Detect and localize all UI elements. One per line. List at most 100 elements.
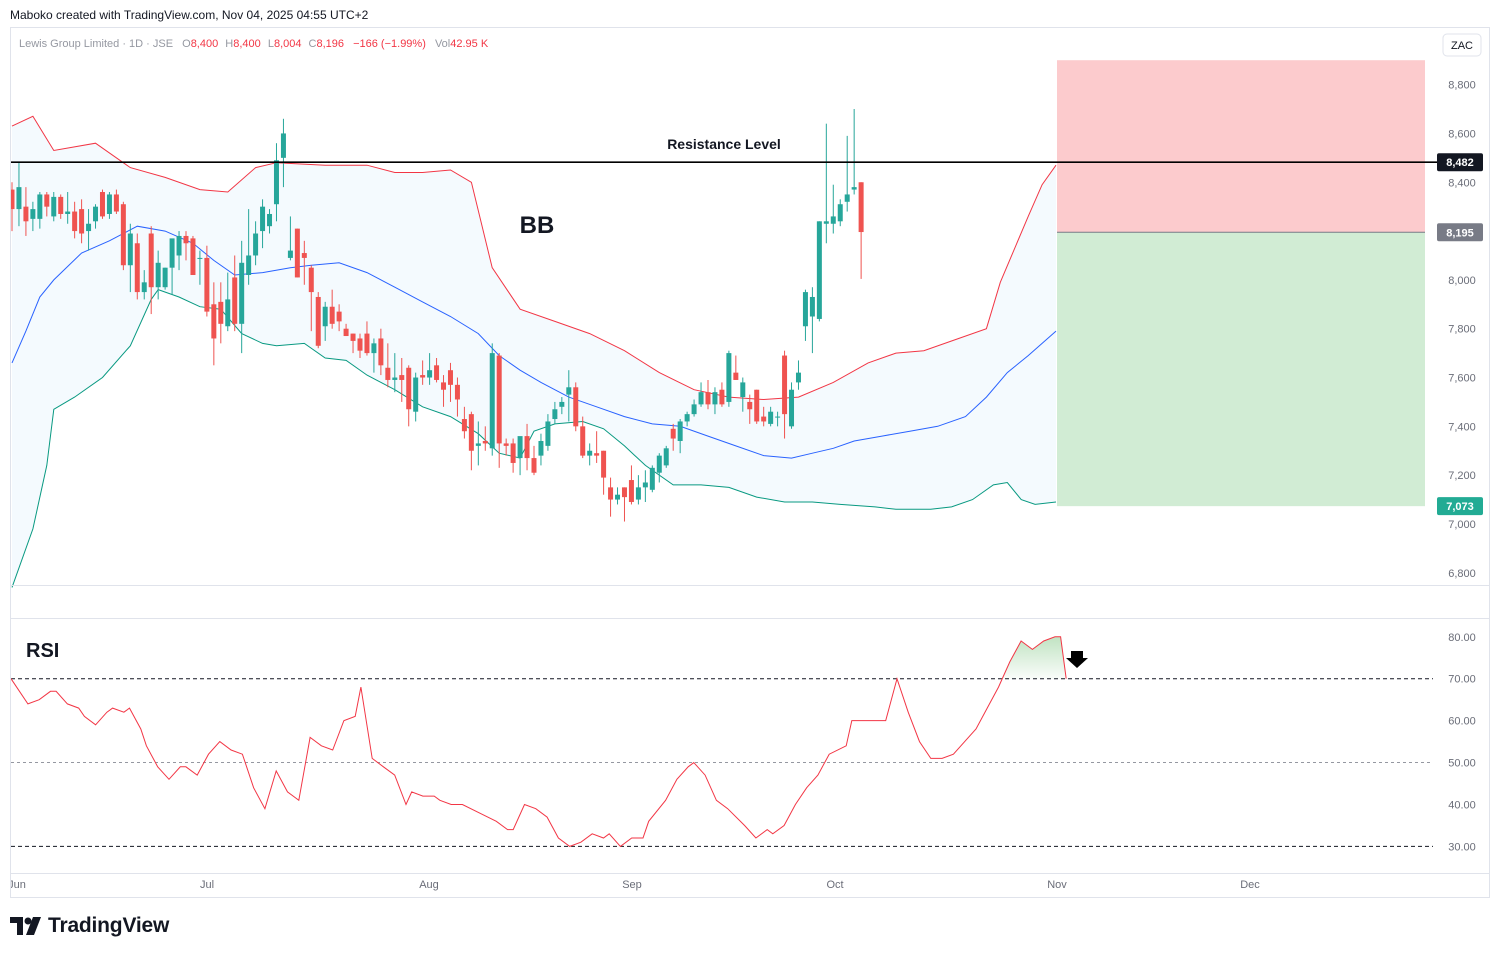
candle [148, 226, 154, 315]
candle-body [155, 262, 161, 288]
candle [705, 379, 711, 410]
candle [30, 201, 36, 232]
candle-body [413, 377, 419, 412]
candle-body [329, 306, 335, 324]
resistance-price-badge [1437, 153, 1483, 172]
legend-close-label: C [309, 38, 317, 50]
price-tick-label: 8,400 [1448, 177, 1476, 189]
candle [761, 406, 767, 427]
candle [816, 221, 822, 322]
target-price-badge [1437, 497, 1483, 516]
candle-body [280, 133, 286, 158]
candle-body [809, 296, 815, 317]
candle-body [441, 382, 447, 390]
candle-body [427, 370, 433, 378]
candle-body [573, 387, 579, 427]
time-tick-label: Nov [1047, 879, 1067, 891]
candle-body [740, 382, 746, 398]
candle-body [510, 443, 516, 463]
candle [608, 477, 614, 517]
price-tick-label: 7,200 [1448, 470, 1476, 482]
candle [364, 321, 370, 356]
candle-body [406, 367, 412, 410]
candle [621, 487, 627, 522]
candle [253, 221, 259, 266]
candle [51, 192, 57, 222]
candle [16, 162, 22, 227]
candle [11, 182, 15, 232]
candle-body [204, 257, 210, 312]
legend-high: 8,400 [233, 38, 261, 50]
candle [844, 135, 850, 212]
candle [273, 143, 279, 222]
candle-body [294, 228, 300, 278]
candle-body [30, 209, 36, 219]
candle-body [754, 389, 760, 422]
candle-body [691, 404, 697, 415]
price-axis[interactable]: 6,8007,0007,2007,4007,6007,8008,0008,200… [1437, 80, 1483, 580]
candle-body [225, 299, 231, 327]
candle [837, 199, 843, 227]
candle-body [601, 450, 607, 478]
candle-body [79, 209, 85, 234]
candle [531, 445, 537, 476]
candle [246, 209, 252, 285]
candle [322, 301, 328, 341]
rsi-tick-label: 60.00 [1448, 716, 1476, 728]
candle [635, 475, 641, 505]
candle-body [733, 372, 739, 380]
candle-body [635, 487, 641, 500]
rsi-overbought-fill [1001, 636, 1067, 679]
candle-body [851, 187, 857, 190]
candle-body [517, 436, 523, 459]
bb-upper-line [11, 115, 1057, 401]
currency-button[interactable] [1442, 33, 1482, 57]
candle [733, 355, 739, 380]
time-tick-label: Aug [419, 879, 439, 891]
time-axis[interactable]: Jun Jul Aug Sep Oct Nov Dec [11, 873, 1489, 892]
tradingview-brand[interactable]: TradingView [10, 914, 169, 938]
candle [232, 255, 238, 332]
price-tick-label: 8,800 [1448, 80, 1476, 92]
candle [601, 450, 607, 495]
candle-body [58, 196, 64, 214]
candle-body [802, 292, 808, 327]
legend-open-label: O [182, 38, 191, 50]
chart-svg[interactable]: 6,8007,0007,2007,4007,6007,8008,0008,200… [11, 28, 1489, 897]
candle [371, 338, 377, 373]
candle [399, 357, 405, 402]
candle-body [162, 267, 168, 288]
candle [642, 470, 648, 503]
candle [44, 192, 50, 217]
candle-body [260, 206, 266, 232]
candle-body [93, 206, 99, 222]
candle-body [503, 443, 509, 446]
candle [99, 189, 105, 219]
candle-body [447, 370, 453, 385]
candle [141, 270, 147, 300]
candle [113, 189, 119, 214]
price-tick-label: 7,600 [1448, 373, 1476, 385]
candle-body [566, 387, 572, 395]
candle [663, 445, 669, 468]
candle-body [169, 238, 175, 268]
candle-body [524, 436, 530, 459]
candle [454, 377, 460, 417]
candle [503, 438, 509, 456]
candle [552, 401, 558, 424]
rsi-tick-label: 30.00 [1448, 841, 1476, 853]
candle [719, 382, 725, 407]
candle [134, 233, 140, 300]
arrow-down-icon [1066, 651, 1088, 668]
candle [127, 223, 133, 293]
candle [795, 360, 801, 390]
rsi-tick-label: 50.00 [1448, 758, 1476, 770]
candle-body [392, 377, 398, 380]
candle [120, 201, 126, 271]
candle-body [628, 480, 634, 503]
candle-body [587, 450, 593, 456]
candle-body [496, 355, 502, 444]
candle [496, 353, 502, 468]
bollinger-bands [11, 115, 1057, 588]
candle-body [301, 253, 307, 258]
